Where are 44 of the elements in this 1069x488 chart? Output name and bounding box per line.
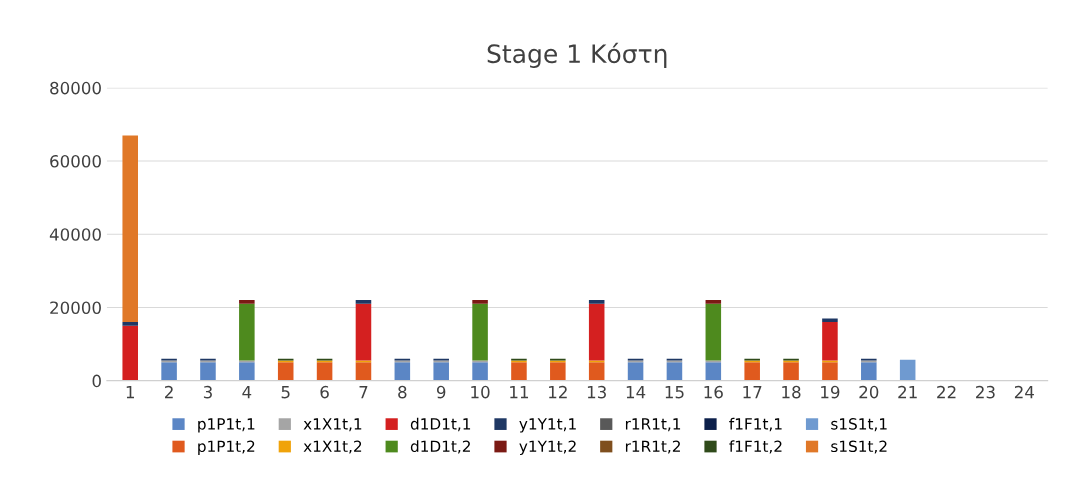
legend-label: p1P1t,1: [198, 418, 255, 433]
x-tick-label: 19: [821, 385, 840, 399]
y-tick-label: 0: [92, 374, 101, 388]
x-tick-label: 5: [281, 386, 290, 399]
x-tick-label: 21: [898, 385, 917, 399]
y-tick-label: 20000: [50, 301, 101, 315]
x-tick-label: 20: [859, 385, 879, 399]
y-tick-label: 80000: [50, 81, 101, 95]
legend-label: x1X1t,1: [303, 418, 362, 432]
legend-label: r1R1t,2: [625, 440, 680, 454]
x-tick-label: 12: [549, 385, 567, 399]
x-tick-label: 24: [1014, 385, 1034, 399]
x-tick-label: 3: [203, 385, 212, 399]
x-tick-label: 14: [626, 386, 646, 399]
legend-label: r1R1t,1: [625, 418, 681, 432]
legend-label: s1S1t,1: [831, 418, 887, 432]
legend-label: d1D1t,1: [410, 417, 471, 432]
legend-label: f1F1t,2: [729, 440, 782, 454]
x-tick-label: 6: [320, 385, 329, 399]
x-tick-label: 16: [704, 385, 723, 399]
x-tick-label: 22: [937, 385, 956, 399]
x-tick-label: 1: [126, 386, 134, 399]
y-tick-label: 40000: [49, 228, 101, 241]
legend-label: d1D1t,2: [410, 440, 470, 454]
x-tick-label: 23: [976, 385, 995, 399]
y-tick-label: 60000: [50, 155, 101, 168]
legend-label: s1S1t,2: [831, 440, 887, 454]
x-tick-label: 9: [436, 385, 446, 399]
legend-label: p1P1t,2: [198, 440, 255, 456]
chart-title: Stage 1 Κόστη: [487, 42, 667, 69]
x-tick-label: 17: [743, 386, 762, 399]
x-tick-label: 15: [665, 386, 684, 399]
x-tick-label: 8: [398, 385, 407, 399]
legend-label: x1X1t,2: [303, 440, 362, 454]
x-tick-label: 11: [510, 386, 529, 399]
x-tick-label: 4: [242, 386, 252, 399]
legend-label: f1F1t,1: [729, 417, 782, 432]
x-tick-label: 18: [782, 385, 801, 399]
x-tick-label: 13: [587, 385, 606, 399]
x-tick-label: 7: [359, 386, 368, 399]
x-tick-label: 10: [471, 385, 490, 399]
legend-label: y1Y1t,1: [519, 418, 576, 433]
x-tick-label: 2: [165, 385, 173, 399]
legend-label: y1Y1t,2: [519, 440, 576, 456]
